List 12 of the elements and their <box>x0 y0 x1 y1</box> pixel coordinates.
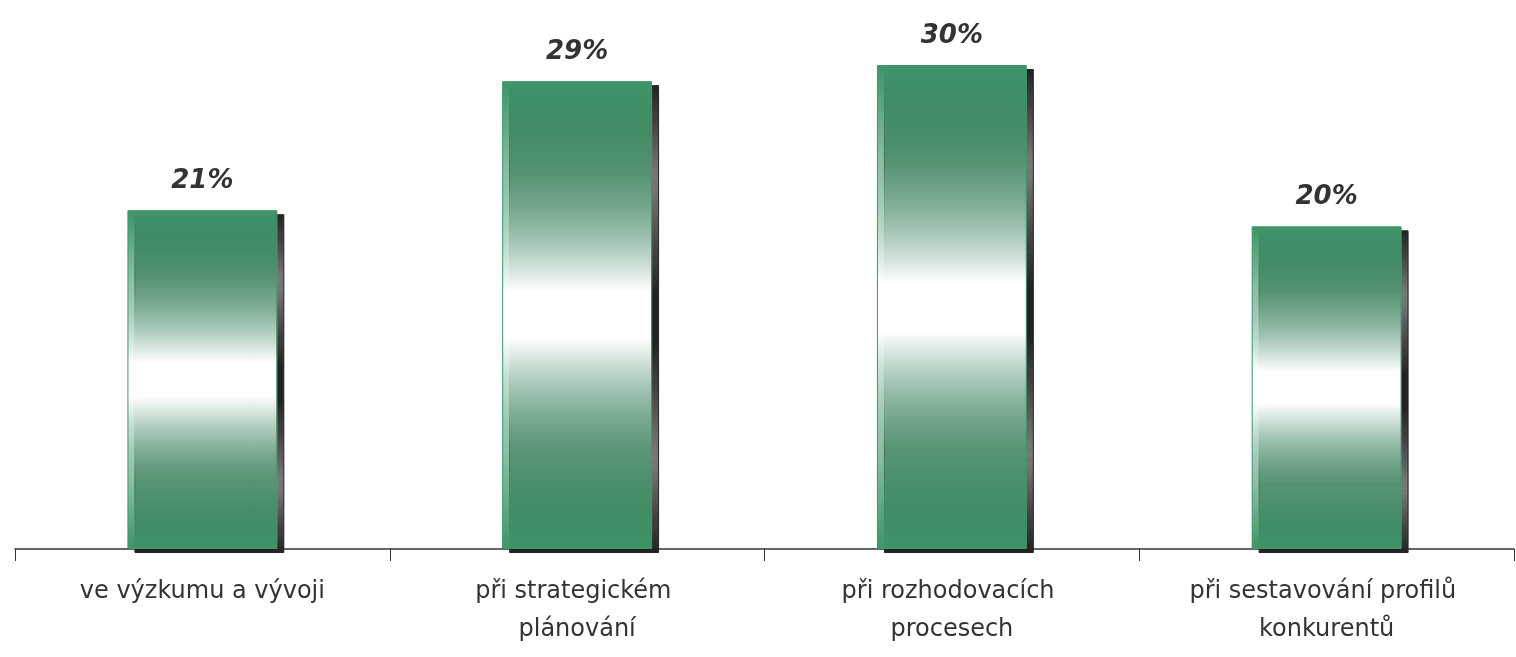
x-tick-label: ve výzkumu a vývoji <box>79 576 325 604</box>
data-label: 20% <box>1295 180 1358 211</box>
bar <box>1251 226 1402 549</box>
x-tick-label: při rozhodovacích procesech <box>841 576 1063 642</box>
bar <box>502 81 653 549</box>
data-label: 21% <box>171 164 234 195</box>
x-tick-label: při strategickém plánování <box>475 576 680 642</box>
bar <box>876 65 1027 549</box>
data-label: 30% <box>920 19 983 49</box>
data-label: 29% <box>546 35 609 66</box>
bar <box>127 210 278 549</box>
x-tick-label: při sestavování profilů konkurentů <box>1189 576 1464 642</box>
